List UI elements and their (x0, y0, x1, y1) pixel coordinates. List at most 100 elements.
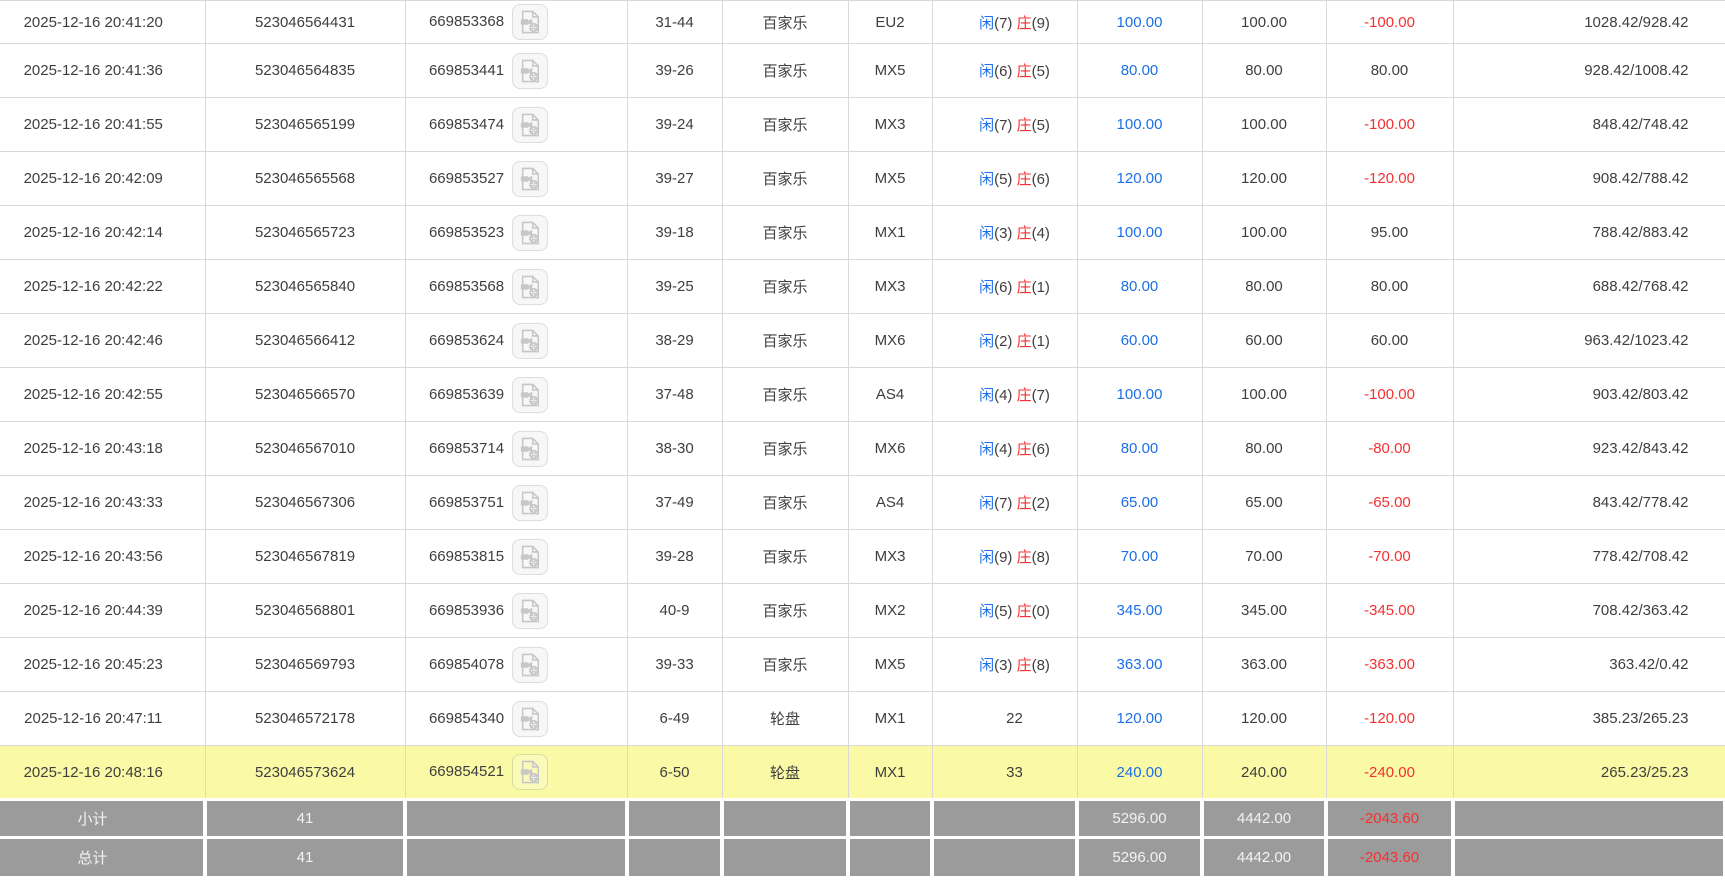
round-number-cell: 669853568 (405, 259, 628, 314)
video-playback-button[interactable] (512, 700, 549, 737)
table-code-cell: EU2 (848, 0, 933, 44)
winloss-cell: 80.00 (1326, 259, 1454, 314)
table-code-cell: MX3 (848, 97, 933, 152)
banker-points: (7) (1031, 387, 1050, 404)
video-playback-button[interactable] (512, 52, 549, 89)
video-playback-icon (520, 653, 540, 676)
table-code-cell: AS4 (848, 475, 933, 530)
result-cell: 22 (932, 691, 1078, 746)
bet-number-cell: 523046568801 (205, 583, 406, 638)
banker-points: (6) (1031, 171, 1050, 188)
player-points: (7) (994, 117, 1017, 134)
round-number: 669853441 (428, 61, 505, 79)
time-cell: 2025-12-16 20:42:09 (0, 151, 206, 206)
round-number: 669853624 (428, 331, 505, 349)
video-playback-icon (520, 545, 540, 568)
round-number-cell: 669853523 (405, 205, 628, 260)
bet-number-cell: 523046564431 (205, 0, 406, 44)
round-number: 669854340 (428, 709, 505, 727)
game-type-cell: 百家乐 (722, 97, 849, 152)
player-points: (7) (994, 495, 1017, 512)
record-row: 2025-12-16 20:42:09 523046565568 669853527… (0, 151, 1725, 206)
video-playback-button[interactable] (512, 106, 549, 143)
video-playback-button[interactable] (512, 430, 549, 467)
game-type-cell: 百家乐 (722, 637, 849, 692)
shoe-round-cell: 39-25 (627, 259, 723, 314)
round-number-cell: 669853714 (405, 421, 628, 476)
round-number: 669854078 (428, 655, 505, 673)
video-playback-button[interactable] (512, 268, 549, 305)
video-playback-button[interactable] (512, 538, 549, 575)
subtotal-bet-amount: 5296.00 (1077, 798, 1204, 838)
bet-amount-cell: 345.00 (1077, 583, 1203, 638)
record-row: 2025-12-16 20:43:56 523046567819 669853815… (0, 529, 1725, 584)
player-points: (2) (994, 333, 1017, 350)
video-playback-icon (520, 167, 540, 190)
player-points: (4) (994, 387, 1017, 404)
banker-result-label: 庄 (1016, 117, 1032, 134)
banker-points: (5) (1031, 117, 1050, 134)
banker-points: (1) (1031, 279, 1050, 296)
bet-amount-cell: 60.00 (1077, 313, 1203, 368)
valid-amount-cell: 240.00 (1202, 745, 1327, 800)
video-playback-button[interactable] (512, 754, 549, 790)
player-result-label: 闲 (979, 603, 995, 620)
shoe-round-cell: 39-18 (627, 205, 723, 260)
winloss-cell: -345.00 (1326, 583, 1454, 638)
video-playback-button[interactable] (512, 214, 549, 251)
video-playback-button[interactable] (512, 4, 549, 40)
video-playback-button[interactable] (512, 322, 549, 359)
video-playback-icon (520, 329, 540, 352)
banker-points: (8) (1031, 549, 1050, 566)
balance-cell: 848.42/748.42 (1453, 97, 1725, 152)
total-valid-amount: 4442.00 (1202, 836, 1328, 876)
shoe-round-cell: 39-24 (627, 97, 723, 152)
video-playback-button[interactable] (512, 376, 549, 413)
round-number-cell: 669853368 (405, 0, 628, 44)
result-cell: 闲(2) 庄(1) (932, 313, 1078, 368)
balance-cell: 908.42/788.42 (1453, 151, 1725, 206)
bet-number-cell: 523046566412 (205, 313, 406, 368)
winloss-cell: 95.00 (1326, 205, 1454, 260)
total-label: 总计 (0, 836, 207, 876)
shoe-round-cell: 39-27 (627, 151, 723, 206)
valid-amount-cell: 345.00 (1202, 583, 1327, 638)
round-number-cell: 669854078 (405, 637, 628, 692)
video-playback-button[interactable] (512, 592, 549, 629)
winloss-cell: -100.00 (1326, 0, 1454, 44)
total-count: 41 (205, 836, 407, 876)
video-playback-icon (520, 59, 540, 82)
table-code-cell: MX3 (848, 259, 933, 314)
time-cell: 2025-12-16 20:41:20 (0, 0, 206, 44)
video-playback-button[interactable] (512, 160, 549, 197)
bet-number-cell: 523046565840 (205, 259, 406, 314)
balance-cell: 778.42/708.42 (1453, 529, 1725, 584)
player-result-label: 闲 (979, 549, 995, 566)
table-code-cell: MX6 (848, 313, 933, 368)
round-number-cell: 669853815 (405, 529, 628, 584)
valid-amount-cell: 363.00 (1202, 637, 1327, 692)
result-cell: 闲(6) 庄(1) (932, 259, 1078, 314)
winloss-cell: 80.00 (1326, 43, 1454, 98)
player-result-label: 闲 (979, 387, 995, 404)
banker-points: (2) (1031, 495, 1050, 512)
round-number: 669853474 (428, 115, 505, 133)
shoe-round-cell: 39-26 (627, 43, 723, 98)
table-code-cell: MX1 (848, 691, 933, 746)
game-type-cell: 百家乐 (722, 0, 849, 44)
video-playback-icon (520, 221, 540, 244)
balance-cell: 688.42/768.42 (1453, 259, 1725, 314)
shoe-round-cell: 6-50 (627, 745, 723, 800)
game-type-cell: 百家乐 (722, 205, 849, 260)
video-playback-icon (520, 10, 540, 34)
game-type-cell: 百家乐 (722, 151, 849, 206)
video-playback-icon (520, 437, 540, 460)
round-number-cell: 669854340 (405, 691, 628, 746)
video-playback-button[interactable] (512, 484, 549, 521)
video-playback-button[interactable] (512, 646, 549, 683)
balance-cell: 788.42/883.42 (1453, 205, 1725, 260)
bet-number-cell: 523046565199 (205, 97, 406, 152)
shoe-round-cell: 6-49 (627, 691, 723, 746)
summary-empty-cell (405, 798, 629, 838)
round-number-cell: 669853751 (405, 475, 628, 530)
